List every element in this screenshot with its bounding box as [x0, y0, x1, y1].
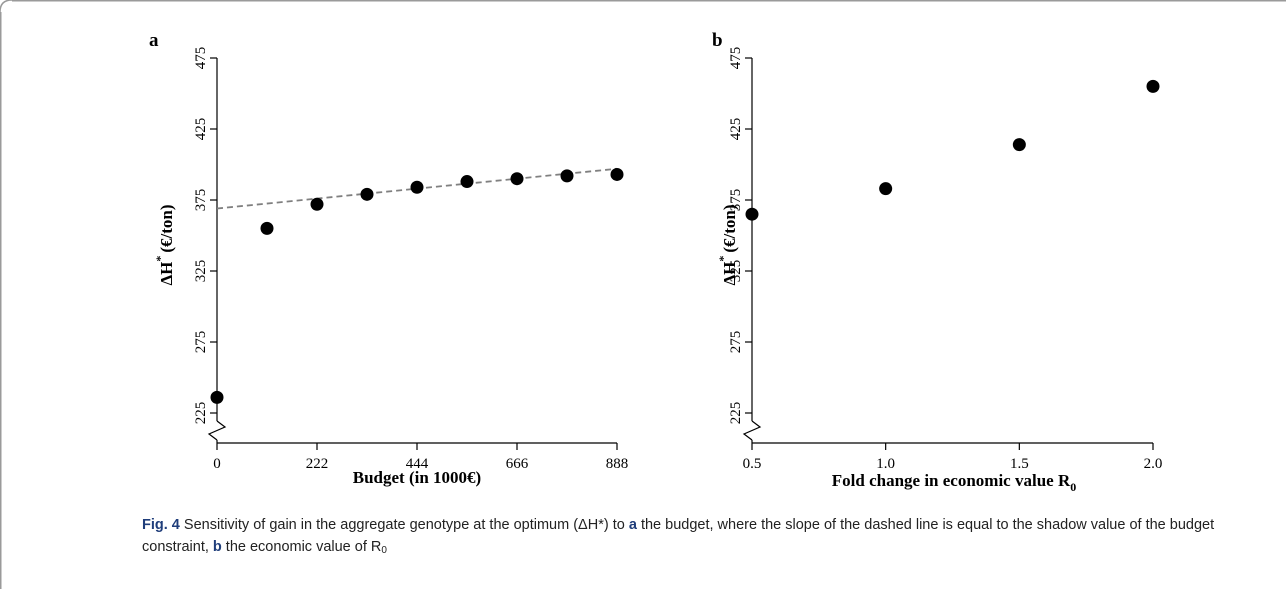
x-tick-label: 444	[406, 456, 429, 472]
x-tick-label: 222	[306, 456, 329, 472]
caption-subscript: 0	[381, 545, 387, 556]
caption-text-3: the economic value of R	[221, 539, 382, 555]
y-tick-label: 225	[728, 402, 744, 425]
y-tick-label: 275	[193, 331, 209, 354]
data-point	[745, 207, 759, 221]
y-tick-label: 475	[728, 47, 744, 70]
x-tick-label: 0.5	[743, 456, 762, 472]
y-tick-label: 475	[193, 47, 209, 70]
data-point	[510, 172, 524, 186]
panel-a-y-axis-title: ΔH*(€/ton)	[153, 204, 176, 285]
data-point	[560, 169, 574, 183]
caption-fig-label: Fig. 4	[142, 517, 180, 533]
x-tick-label: 666	[506, 456, 529, 472]
panel-a-label: a	[149, 30, 159, 51]
y-tick-label: 325	[728, 260, 744, 283]
x-tick-label: 1.0	[876, 456, 895, 472]
y-tick-label: 325	[193, 260, 209, 283]
y-axis-break	[207, 420, 227, 441]
y-tick-label: 375	[728, 189, 744, 212]
data-point	[610, 167, 624, 181]
y-tick-label: 425	[193, 118, 209, 141]
caption-label-b: b	[212, 539, 222, 555]
data-point	[1012, 138, 1026, 152]
panel-a-chart: a ΔH*(€/ton) Budget (in 1000€) 225 275 325…	[149, 30, 628, 487]
data-point	[210, 390, 224, 404]
panel-b-y-axis-title: ΔH*(€/ton)	[716, 204, 739, 285]
panel-b-chart: b ΔH*(€/ton) Fold change in economic val…	[712, 30, 1162, 494]
x-tick-label: 2.0	[1144, 456, 1163, 472]
y-tick-label: 275	[728, 331, 744, 354]
caption-text-1: Sensitivity of gain in the aggregate gen…	[179, 517, 629, 533]
data-point	[310, 197, 324, 211]
panel-b-x-axis-title: Fold change in economic value R0	[832, 471, 1076, 494]
data-point	[260, 221, 274, 235]
y-tick-label: 375	[193, 189, 209, 212]
data-point	[1146, 79, 1160, 93]
panel-b-label: b	[712, 30, 723, 51]
y-tick-label: 425	[728, 118, 744, 141]
figure-caption: Fig. 4 Sensitivity of gain in the aggreg…	[142, 514, 1272, 562]
x-tick-label: 888	[606, 456, 629, 472]
caption-text-2: the budget, where the slope of the dashe…	[142, 517, 1215, 555]
data-point	[360, 187, 374, 201]
x-tick-label: 0	[213, 456, 221, 472]
x-tick-label: 1.5	[1010, 456, 1029, 472]
y-axis-break	[742, 420, 762, 441]
data-point	[460, 175, 474, 189]
caption-label-a: a	[628, 517, 637, 533]
y-tick-label: 225	[193, 402, 209, 425]
data-point	[410, 180, 424, 194]
data-point	[879, 182, 893, 196]
panel-a-x-axis-title: Budget (in 1000€)	[353, 468, 481, 487]
